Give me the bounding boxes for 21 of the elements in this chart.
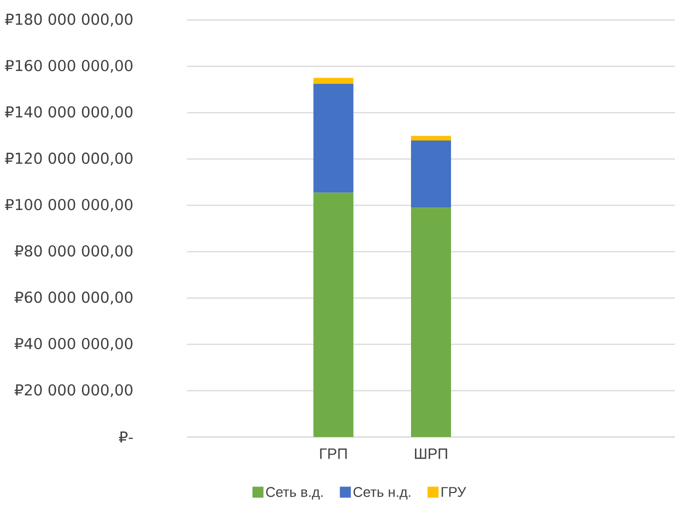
bar [313,84,354,193]
bar [411,208,452,437]
legend-label: Сеть в.д. [266,487,323,500]
x-tick-label: ШРП [414,448,448,459]
y-tick-label: ₽160 000 000,00 [5,60,132,73]
y-tick-label: ₽80 000 000,00 [14,245,132,258]
y-tick-label: ₽20 000 000,00 [14,384,132,398]
y-tick-label: ₽- [119,432,133,442]
bar [313,192,354,437]
bar [313,78,354,84]
y-tick-label: ₽60 000 000,00 [14,292,132,304]
bar [411,140,452,208]
y-tick-label: ₽40 000 000,00 [14,338,132,351]
bar [411,136,452,140]
y-tick-label: ₽120 000 000,00 [5,152,132,166]
x-tick-label: ГРП [320,448,347,459]
legend-label: ГРУ [442,487,466,497]
y-tick-label: ₽180 000 000,00 [5,14,132,26]
y-tick-label: ₽140 000 000,00 [5,106,132,120]
legend-label: Сеть н.д. [354,487,410,500]
y-tick-label: ₽100 000 000,00 [5,198,132,212]
